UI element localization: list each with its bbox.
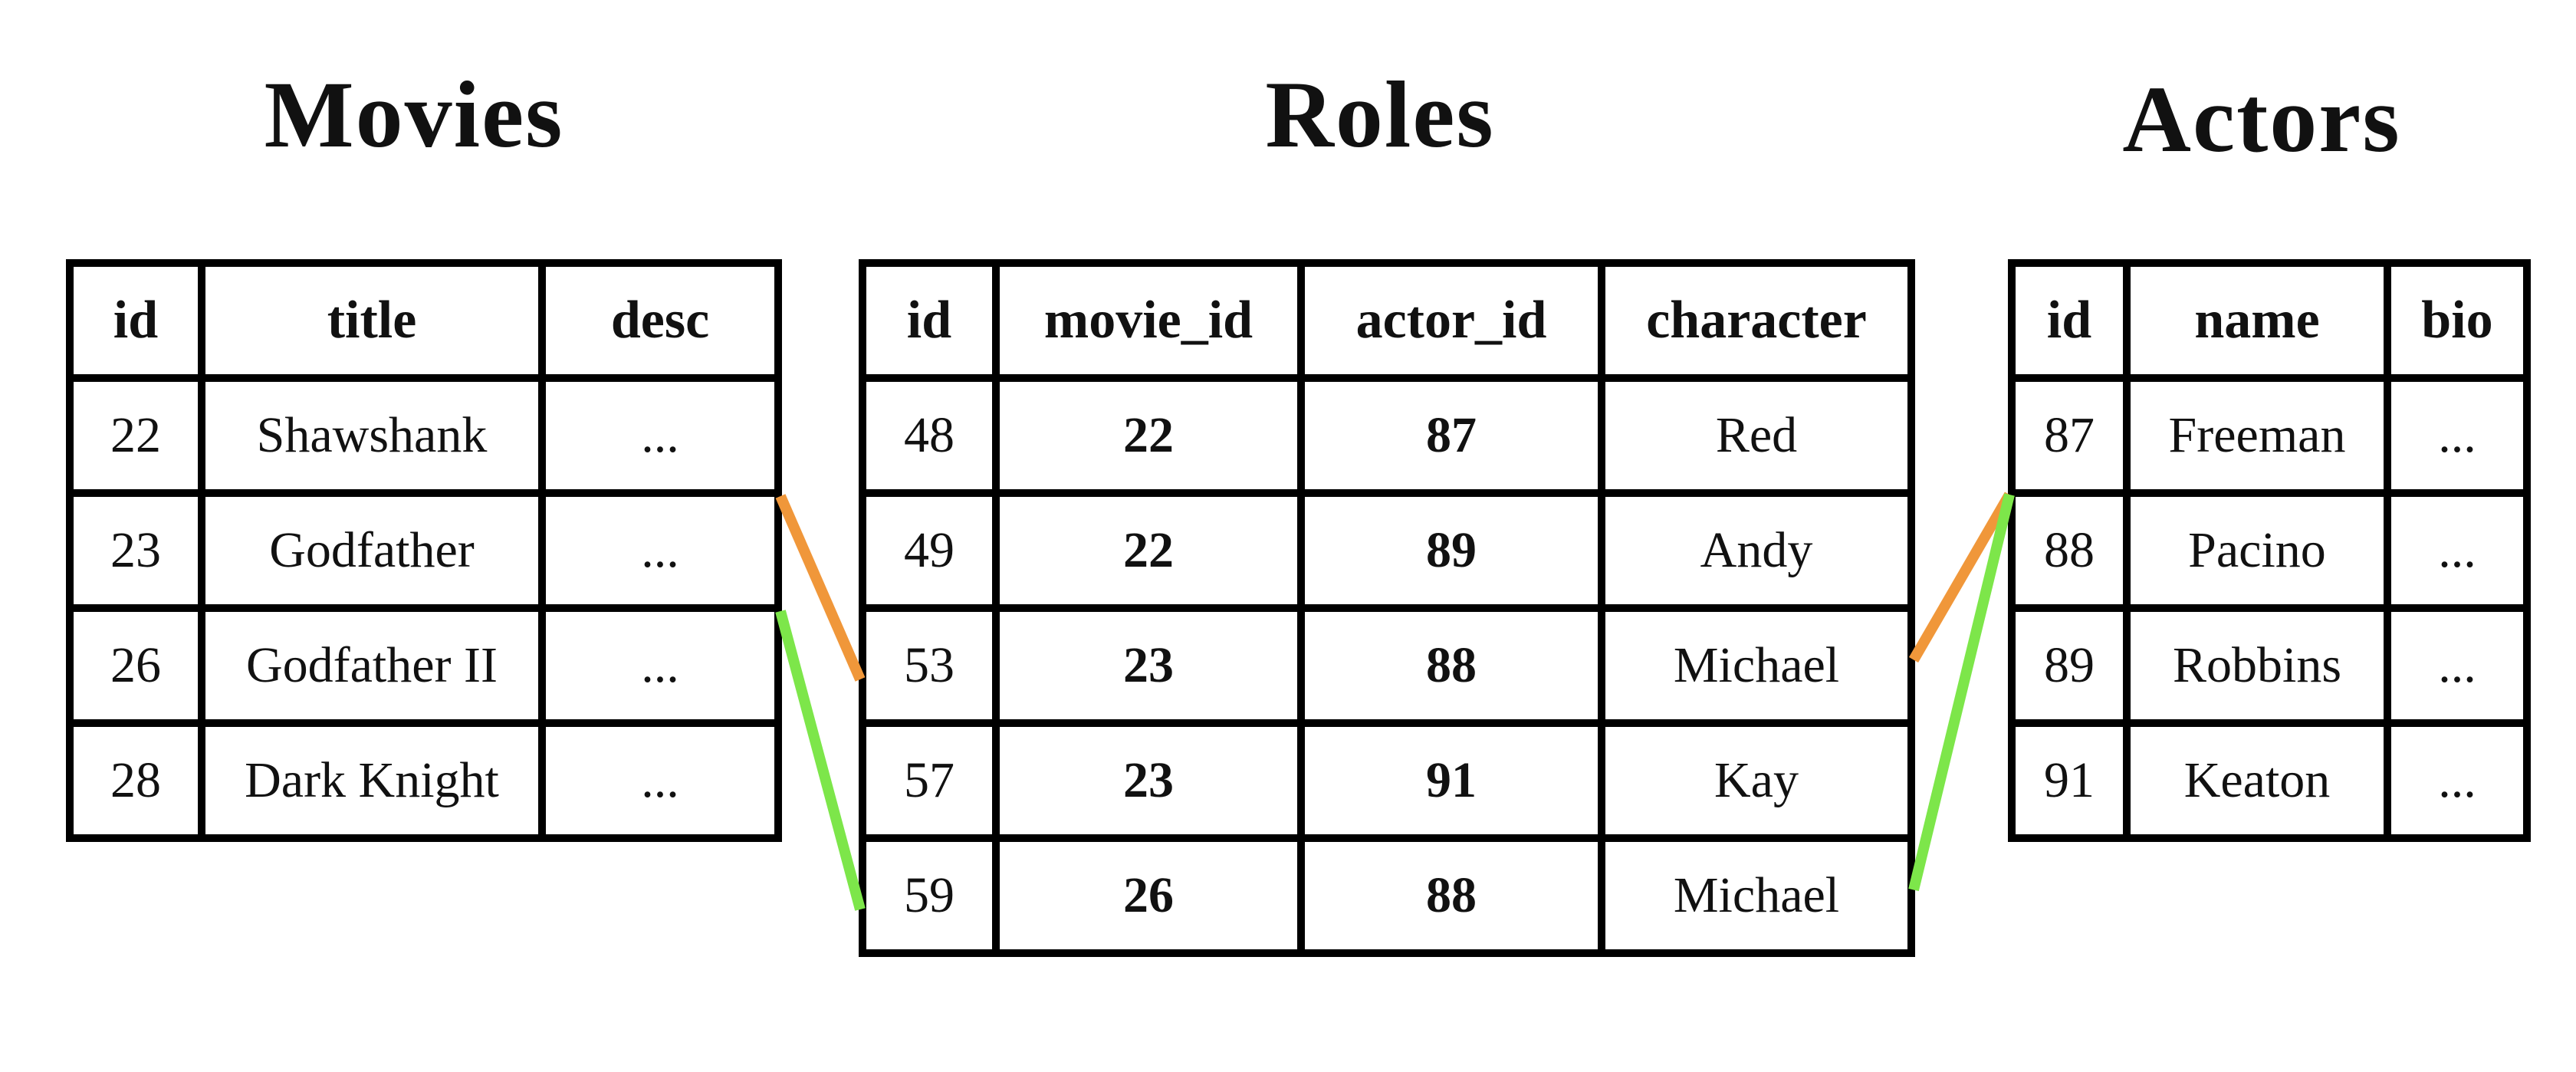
cell-character: Michael — [1598, 604, 1915, 727]
cell-bio: ... — [2384, 374, 2531, 497]
cell-character: Andy — [1598, 489, 1915, 612]
cell-id: 53 — [859, 604, 1000, 727]
link-line-godfather-to-role-53 — [775, 494, 866, 682]
table-row: 22 Shawshank ... — [66, 374, 782, 497]
column-header: name — [2123, 259, 2391, 382]
header-row: id name bio — [2008, 259, 2531, 382]
cell-movie-id: 26 — [992, 834, 1305, 957]
cell-bio: ... — [2384, 604, 2531, 727]
roles-table: id movie_id actor_id character 48 22 87 … — [859, 259, 1915, 957]
table-row: 88 Pacino ... — [2008, 489, 2531, 612]
cell-movie-id: 23 — [992, 719, 1305, 842]
column-header: actor_id — [1297, 259, 1605, 382]
cell-id: 23 — [66, 489, 205, 612]
link-line-godfather2-to-role-59 — [775, 610, 866, 911]
cell-desc: ... — [538, 489, 782, 612]
cell-movie-id: 22 — [992, 374, 1305, 497]
cell-id: 59 — [859, 834, 1000, 957]
cell-character: Red — [1598, 374, 1915, 497]
cell-id: 88 — [2008, 489, 2131, 612]
cell-bio: ... — [2384, 719, 2531, 842]
column-header: bio — [2384, 259, 2531, 382]
column-header: id — [2008, 259, 2131, 382]
table-row: 28 Dark Knight ... — [66, 719, 782, 842]
cell-actor-id: 91 — [1297, 719, 1605, 842]
cell-character: Michael — [1598, 834, 1915, 957]
cell-id: 28 — [66, 719, 205, 842]
column-header: desc — [538, 259, 782, 382]
cell-id: 48 — [859, 374, 1000, 497]
cell-name: Pacino — [2123, 489, 2391, 612]
table-row: 89 Robbins ... — [2008, 604, 2531, 727]
table-row: 53 23 88 Michael — [859, 604, 1915, 727]
cell-name: Freeman — [2123, 374, 2391, 497]
table-row: 59 26 88 Michael — [859, 834, 1915, 957]
column-header: character — [1598, 259, 1915, 382]
header-row: id movie_id actor_id character — [859, 259, 1915, 382]
table-row: 48 22 87 Red — [859, 374, 1915, 497]
cell-actor-id: 87 — [1297, 374, 1605, 497]
actors-table: id name bio 87 Freeman ... 88 Pacino ...… — [2008, 259, 2531, 842]
cell-name: Robbins — [2123, 604, 2391, 727]
cell-id: 87 — [2008, 374, 2131, 497]
column-header: id — [859, 259, 1000, 382]
table-row: 91 Keaton ... — [2008, 719, 2531, 842]
roles-title: Roles — [1265, 62, 1495, 167]
cell-movie-id: 22 — [992, 489, 1305, 612]
cell-title: Godfather II — [198, 604, 546, 727]
actors-title: Actors — [2122, 67, 2401, 172]
cell-actor-id: 88 — [1297, 604, 1605, 727]
link-line-role-53-to-pacino — [1908, 492, 2015, 663]
cell-desc: ... — [538, 604, 782, 727]
column-header: id — [66, 259, 205, 382]
cell-bio: ... — [2384, 489, 2531, 612]
movies-title: Movies — [264, 62, 564, 167]
table-row: 26 Godfather II ... — [66, 604, 782, 727]
cell-id: 22 — [66, 374, 205, 497]
column-header: movie_id — [992, 259, 1305, 382]
cell-character: Kay — [1598, 719, 1915, 842]
cell-desc: ... — [538, 719, 782, 842]
cell-actor-id: 89 — [1297, 489, 1605, 612]
cell-movie-id: 23 — [992, 604, 1305, 727]
cell-title: Dark Knight — [198, 719, 546, 842]
movies-table: id title desc 22 Shawshank ... 23 Godfat… — [66, 259, 782, 842]
column-header: title — [198, 259, 546, 382]
table-row: 87 Freeman ... — [2008, 374, 2531, 497]
cell-actor-id: 88 — [1297, 834, 1605, 957]
cell-id: 26 — [66, 604, 205, 727]
cell-id: 49 — [859, 489, 1000, 612]
header-row: id title desc — [66, 259, 782, 382]
cell-id: 57 — [859, 719, 1000, 842]
cell-name: Keaton — [2123, 719, 2391, 842]
table-row: 49 22 89 Andy — [859, 489, 1915, 612]
cell-desc: ... — [538, 374, 782, 497]
table-row: 57 23 91 Kay — [859, 719, 1915, 842]
cell-title: Godfather — [198, 489, 546, 612]
link-line-role-59-to-pacino — [1908, 493, 2015, 892]
table-row: 23 Godfather ... — [66, 489, 782, 612]
cell-id: 89 — [2008, 604, 2131, 727]
cell-id: 91 — [2008, 719, 2131, 842]
cell-title: Shawshank — [198, 374, 546, 497]
